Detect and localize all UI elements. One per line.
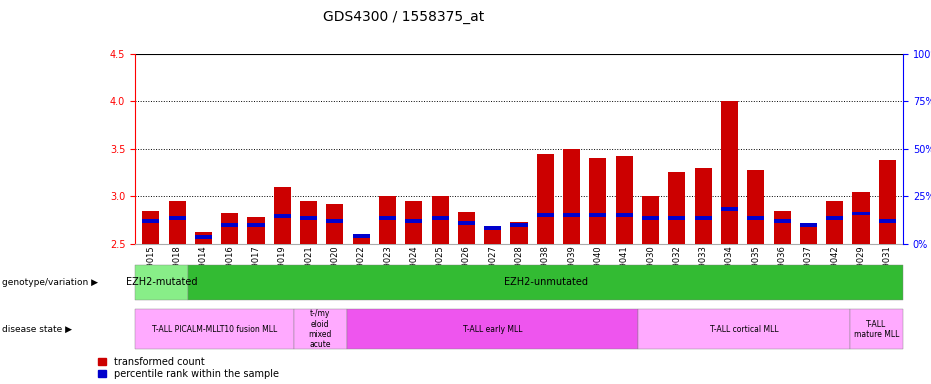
Bar xyxy=(563,214,580,217)
Bar xyxy=(668,172,685,244)
Bar xyxy=(222,214,238,244)
Text: T-ALL cortical MLL: T-ALL cortical MLL xyxy=(709,325,778,334)
Text: T-ALL PICALM-MLLT10 fusion MLL: T-ALL PICALM-MLLT10 fusion MLL xyxy=(152,325,277,334)
Text: EZH2-unmutated: EZH2-unmutated xyxy=(504,277,587,287)
Bar xyxy=(721,101,738,244)
Bar xyxy=(642,196,659,244)
Bar xyxy=(800,223,816,227)
Bar xyxy=(826,201,843,244)
Bar xyxy=(274,187,290,244)
Bar xyxy=(879,219,896,223)
Bar xyxy=(642,216,659,220)
Bar xyxy=(510,222,528,244)
Bar xyxy=(379,216,396,220)
Bar xyxy=(537,214,554,217)
Bar xyxy=(169,201,185,244)
Bar xyxy=(484,227,501,244)
Bar xyxy=(615,156,633,244)
Text: GDS4300 / 1558375_at: GDS4300 / 1558375_at xyxy=(323,10,484,23)
Bar xyxy=(721,207,738,210)
Bar xyxy=(169,216,185,220)
Bar xyxy=(458,221,475,225)
Bar xyxy=(879,160,896,244)
Bar xyxy=(774,219,790,223)
Bar xyxy=(668,216,685,220)
Text: EZH2-mutated: EZH2-mutated xyxy=(126,277,197,287)
Bar xyxy=(195,232,212,244)
Bar xyxy=(327,204,344,244)
Bar xyxy=(748,216,764,220)
Bar xyxy=(300,216,317,220)
Text: genotype/variation ▶: genotype/variation ▶ xyxy=(2,278,98,287)
Bar xyxy=(458,212,475,244)
Text: T-ALL
mature MLL: T-ALL mature MLL xyxy=(854,319,899,339)
Bar xyxy=(405,201,423,244)
Bar xyxy=(537,154,554,244)
Bar xyxy=(379,196,396,244)
Bar xyxy=(484,226,501,230)
Bar xyxy=(853,212,870,215)
Bar xyxy=(248,223,264,227)
Text: disease state ▶: disease state ▶ xyxy=(2,325,72,334)
Bar xyxy=(695,168,711,244)
Bar xyxy=(826,216,843,220)
Bar xyxy=(510,223,528,227)
Bar xyxy=(274,214,290,218)
Text: t-/my
eloid
mixed
acute: t-/my eloid mixed acute xyxy=(309,309,332,349)
Bar xyxy=(353,238,370,244)
Bar xyxy=(774,210,790,244)
Bar xyxy=(589,158,606,244)
Bar xyxy=(142,219,159,223)
Bar xyxy=(563,149,580,244)
Bar xyxy=(142,210,159,244)
Text: T-ALL early MLL: T-ALL early MLL xyxy=(463,325,522,334)
Bar xyxy=(800,225,816,244)
Bar xyxy=(695,216,711,220)
Bar xyxy=(589,214,606,217)
Bar xyxy=(853,192,870,244)
Bar xyxy=(405,219,423,223)
Bar xyxy=(748,170,764,244)
Bar xyxy=(432,196,449,244)
Bar xyxy=(222,223,238,227)
Bar xyxy=(615,214,633,217)
Bar xyxy=(327,219,344,223)
Bar xyxy=(195,235,212,239)
Bar xyxy=(300,201,317,244)
Bar xyxy=(353,234,370,238)
Bar xyxy=(432,216,449,220)
Legend: transformed count, percentile rank within the sample: transformed count, percentile rank withi… xyxy=(98,357,278,379)
Bar xyxy=(248,217,264,244)
